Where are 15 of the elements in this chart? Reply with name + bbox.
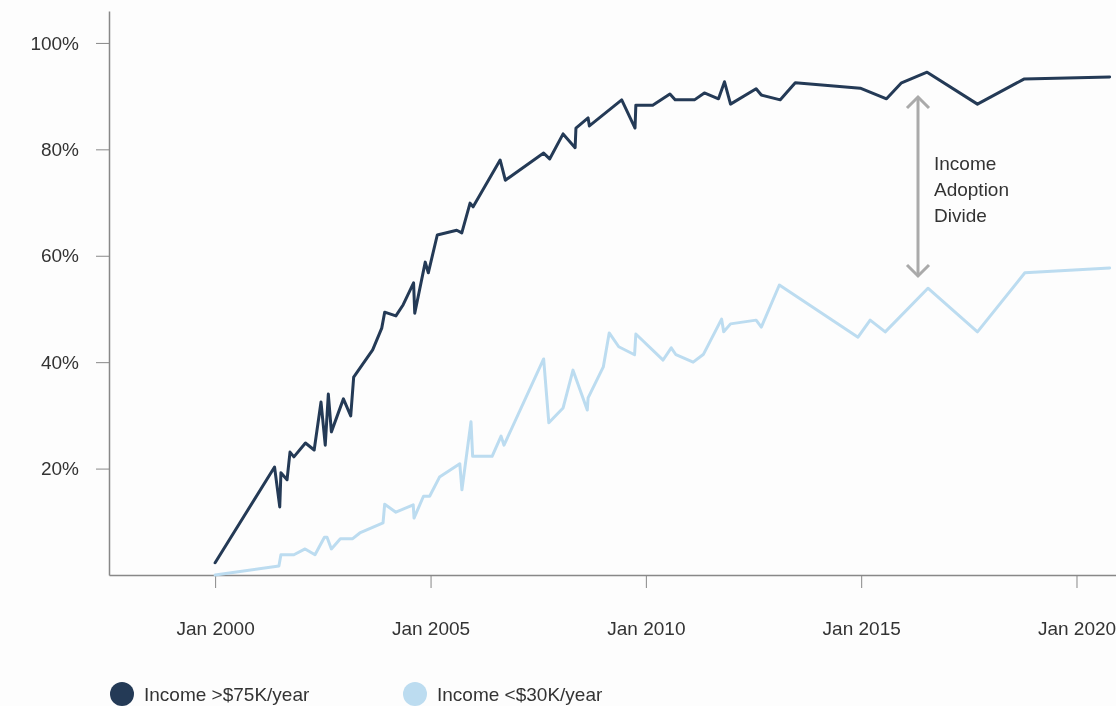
line-series [213,266,1112,577]
legend-label: Income >$75K/year [144,684,310,705]
x-tick-label: Jan 2005 [391,618,471,640]
x-tick-label: Jan 2015 [822,618,901,640]
y-tick-label: 20% [40,458,80,480]
x-tick-label: Jan 2010 [607,618,686,640]
line-series [213,70,1112,565]
x-tick-label: Jan 2000 [176,618,255,640]
legend-label: Income <$30K/year [437,684,603,705]
y-tick-label: 100% [30,32,80,54]
y-tick-label: 60% [40,245,80,267]
x-tick-label: Jan 2020 [1037,618,1116,640]
y-tick-label: 80% [40,138,80,160]
annotation: Income Adoption Divide [934,153,1010,226]
y-tick-label: 40% [40,351,80,373]
